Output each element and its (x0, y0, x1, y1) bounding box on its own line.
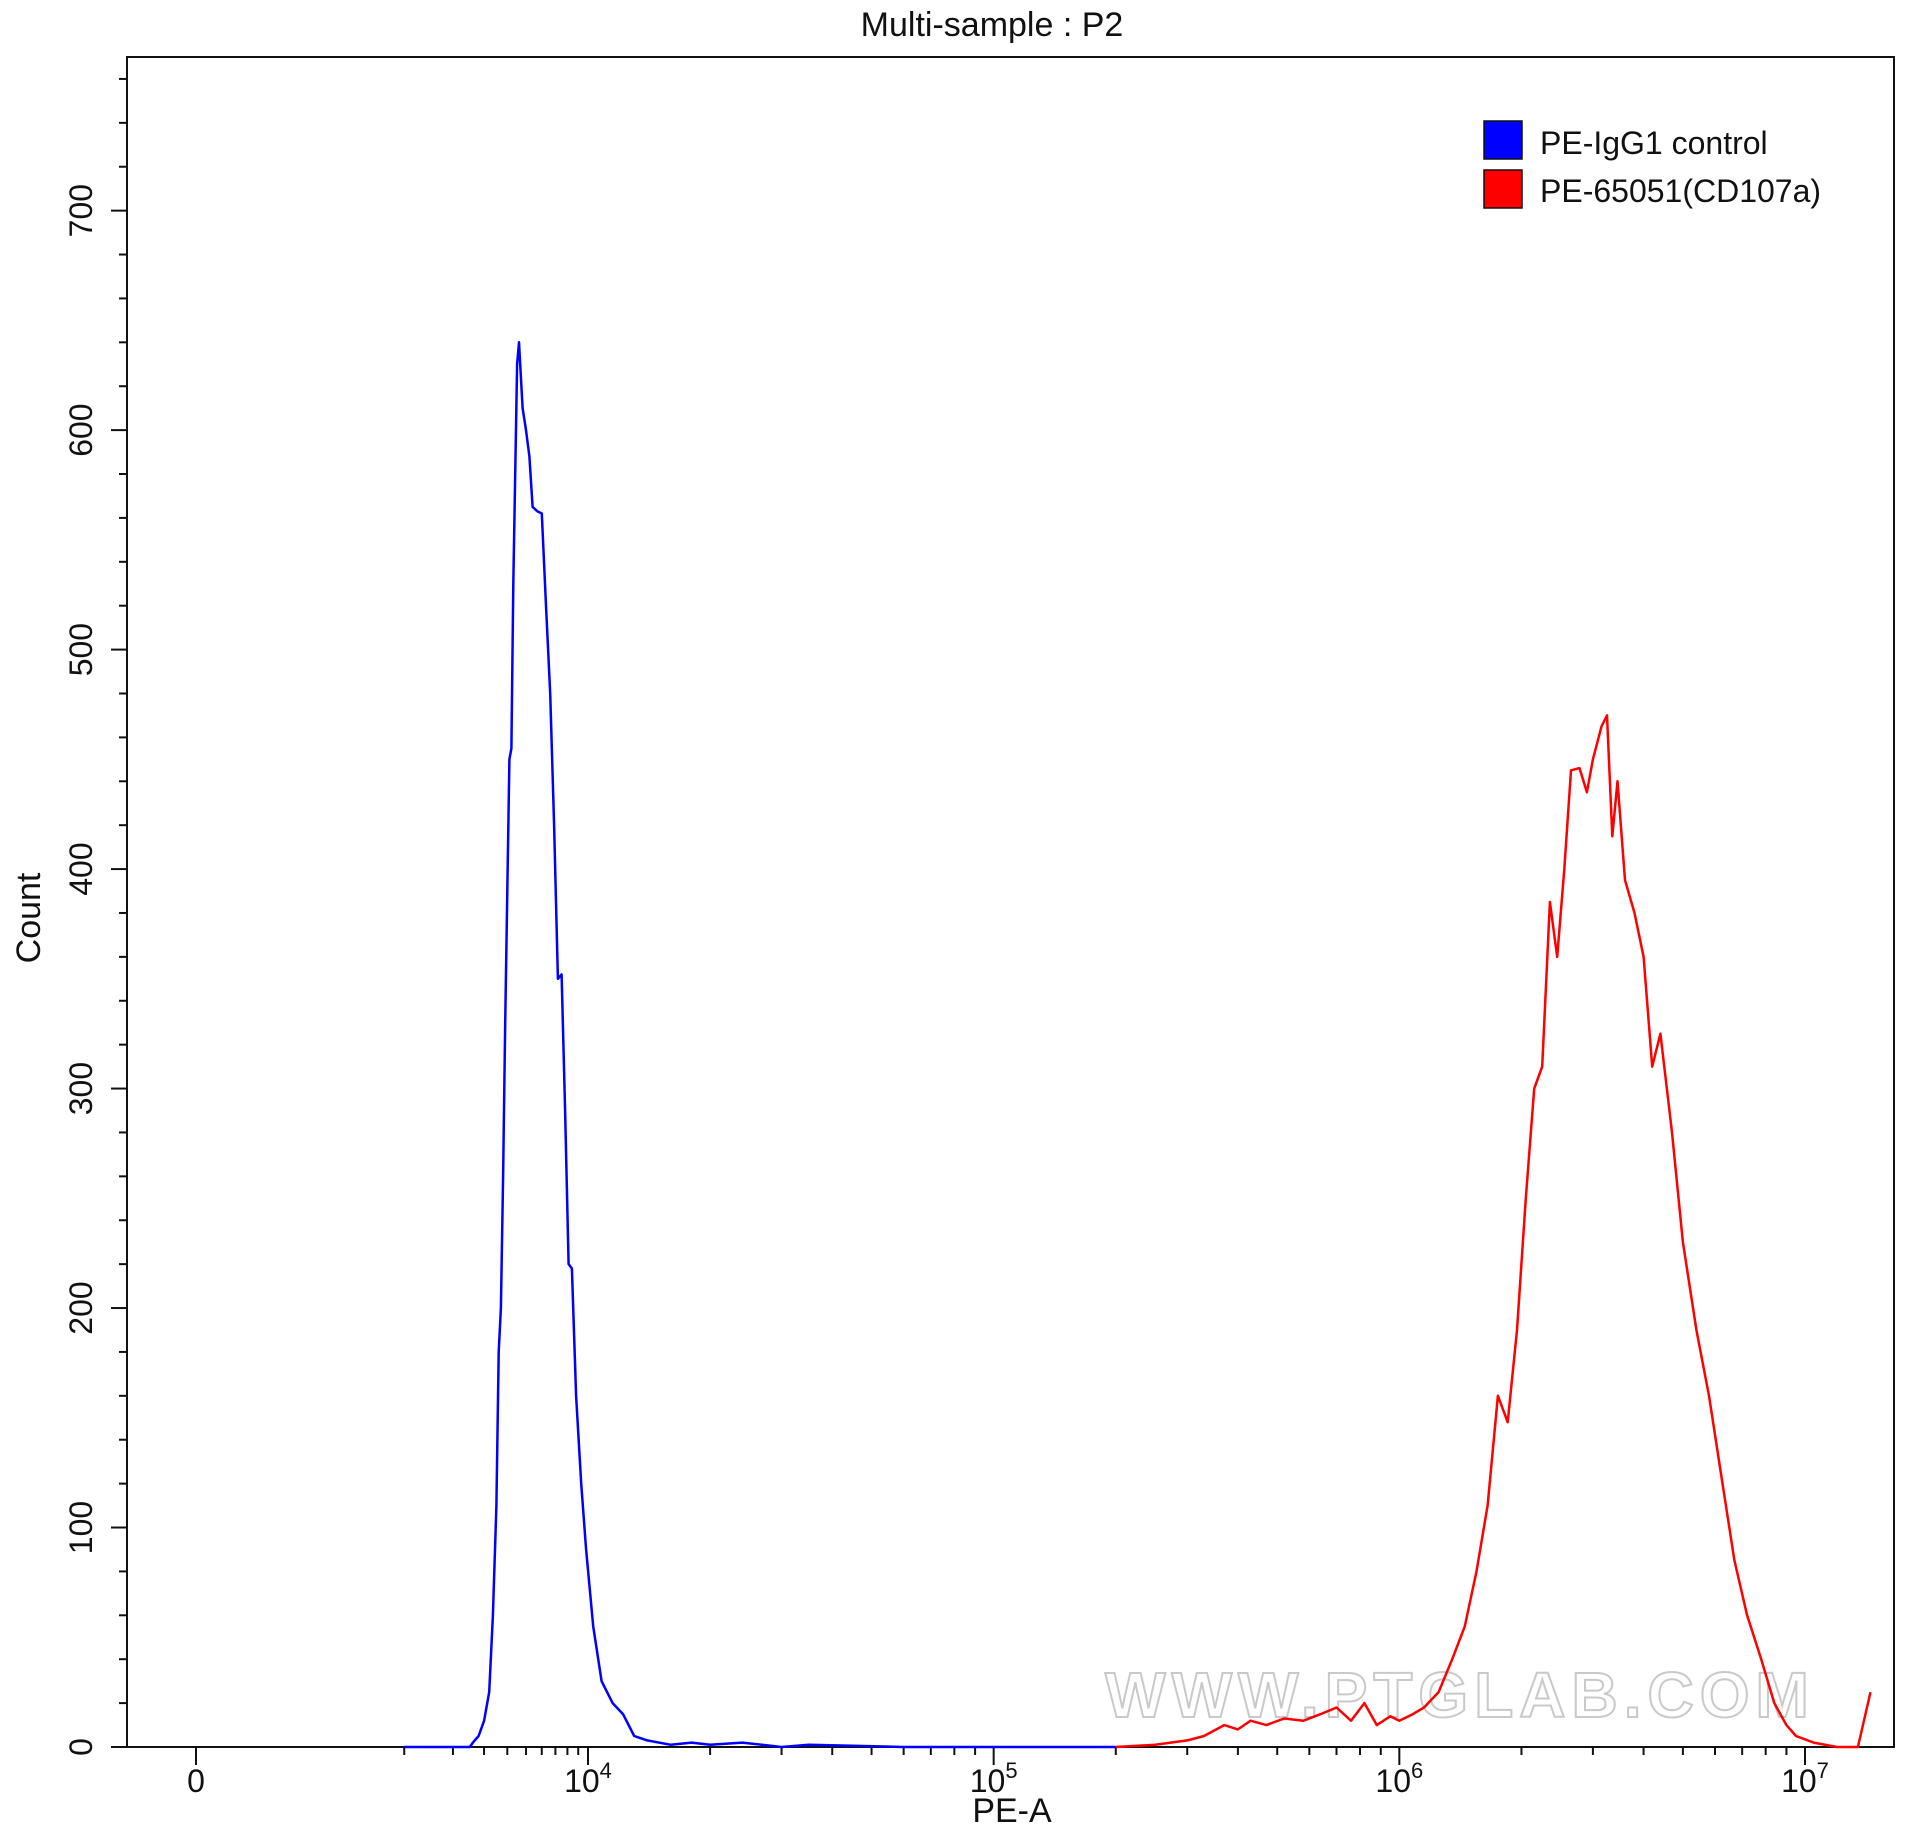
y-axis-ticks: 0 100 200 300 400 500 600 700 (63, 77, 127, 1756)
series-line-1 (1115, 714, 1872, 1749)
y-tick-label: 100 (63, 1501, 99, 1554)
y-tick-label: 700 (63, 184, 99, 237)
y-tick-label: 0 (63, 1738, 99, 1756)
chart-title: Multi-sample : P2 (861, 6, 1124, 44)
y-tick-label: 600 (63, 403, 99, 456)
legend-label-pe-igg1-control: PE-IgG1 control (1540, 125, 1768, 161)
legend: PE-IgG1 control PE-65051(CD107a) (1483, 120, 1821, 209)
y-tick-label: 400 (63, 842, 99, 895)
legend-swatch-pe-65051-cd107a (1483, 169, 1523, 209)
legend-label-pe-65051-cd107a: PE-65051(CD107a) (1540, 173, 1821, 209)
x-tick-label: 0 (187, 1763, 205, 1799)
y-tick-label: 300 (63, 1062, 99, 1115)
series-layer (404, 341, 1872, 1749)
x-axis-label: PE-A (972, 1792, 1052, 1830)
x-tick-label: 104 (564, 1758, 612, 1799)
x-tick-label: 107 (1781, 1758, 1829, 1799)
y-axis-label: Count (10, 872, 48, 963)
watermark-text: WWW.PTGLAB.COM (1105, 1659, 1815, 1731)
y-tick-label: 200 (63, 1281, 99, 1334)
x-axis-ticks: 0 104 105 106 107 (187, 1747, 1829, 1799)
legend-swatch-pe-igg1-control (1483, 120, 1523, 160)
x-tick-label: 105 (970, 1758, 1018, 1799)
plot-frame (126, 56, 1895, 1748)
y-tick-label: 500 (63, 623, 99, 676)
series-line-0 (404, 341, 1116, 1749)
x-tick-label: 106 (1375, 1758, 1423, 1799)
